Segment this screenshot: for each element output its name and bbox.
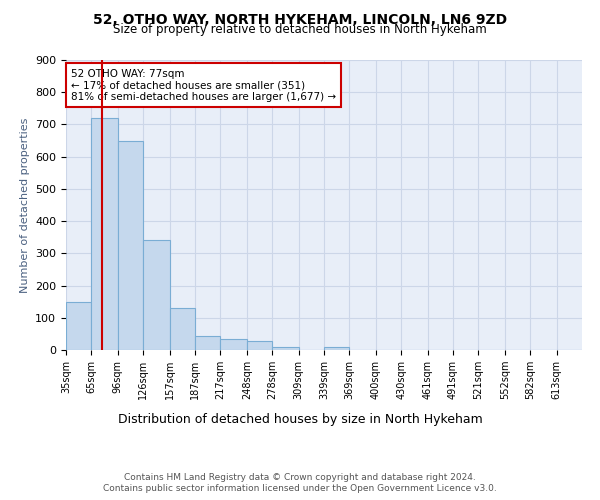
Text: 52 OTHO WAY: 77sqm
← 17% of detached houses are smaller (351)
81% of semi-detach: 52 OTHO WAY: 77sqm ← 17% of detached hou…: [71, 68, 336, 102]
Bar: [91, 118, 118, 350]
Bar: [143, 240, 170, 350]
Text: Contains public sector information licensed under the Open Government Licence v3: Contains public sector information licen…: [103, 484, 497, 493]
Text: 52, OTHO WAY, NORTH HYKEHAM, LINCOLN, LN6 9ZD: 52, OTHO WAY, NORTH HYKEHAM, LINCOLN, LN…: [93, 12, 507, 26]
Bar: [170, 308, 195, 350]
Bar: [220, 338, 247, 350]
Y-axis label: Number of detached properties: Number of detached properties: [20, 118, 29, 292]
Bar: [272, 347, 299, 350]
Bar: [195, 336, 220, 350]
Bar: [247, 341, 272, 350]
Bar: [66, 302, 91, 350]
Text: Contains HM Land Registry data © Crown copyright and database right 2024.: Contains HM Land Registry data © Crown c…: [124, 472, 476, 482]
Text: Size of property relative to detached houses in North Hykeham: Size of property relative to detached ho…: [113, 22, 487, 36]
Text: Distribution of detached houses by size in North Hykeham: Distribution of detached houses by size …: [118, 412, 482, 426]
Bar: [324, 348, 349, 350]
Bar: [118, 140, 143, 350]
